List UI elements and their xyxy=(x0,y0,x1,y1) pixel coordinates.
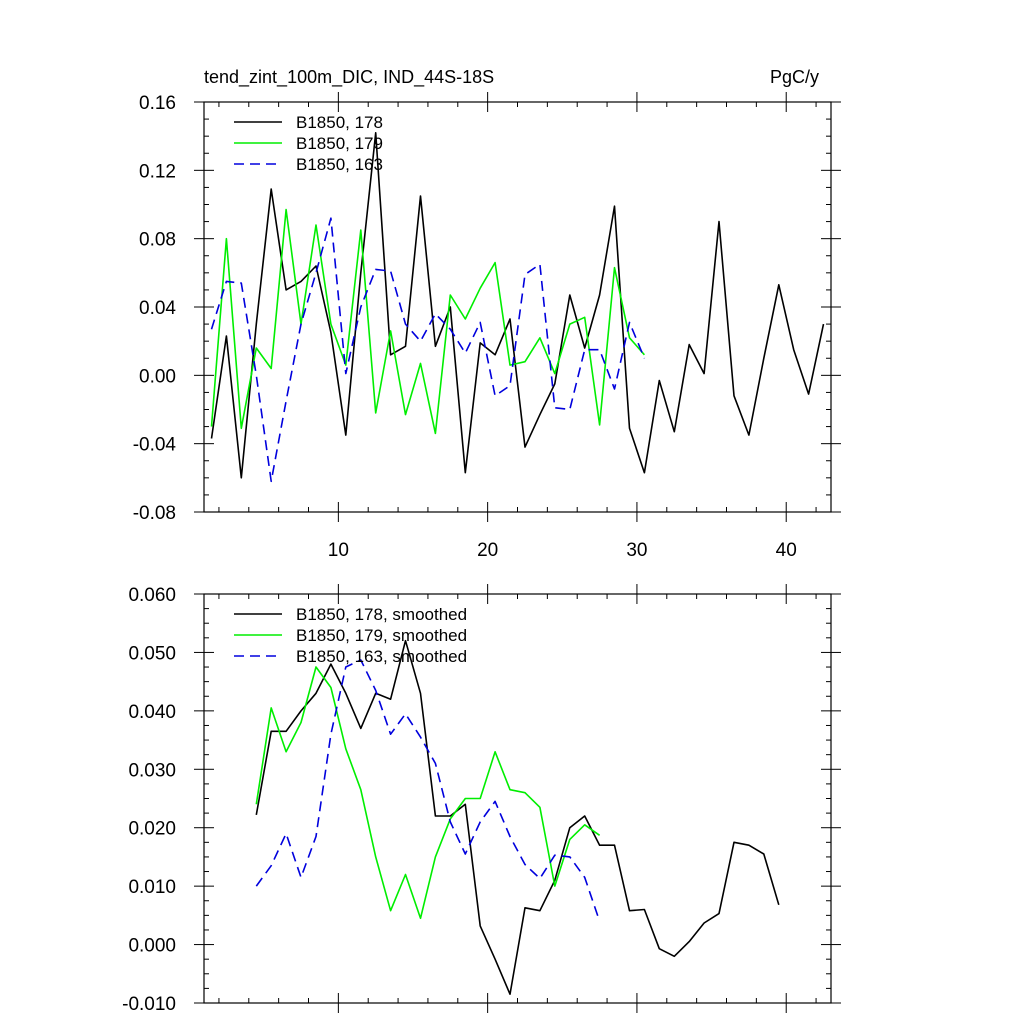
top-panel: 10 20 30 40 -0.08 -0.04 0.00 0.04 0.08 0.12 0.16 B1… xyxy=(133,92,841,561)
series-line-3 xyxy=(255,659,601,922)
series-line-1 xyxy=(210,132,825,479)
units-label: PgC/y xyxy=(770,67,819,87)
legend-label-3: B1850, 163, smoothed xyxy=(296,647,467,666)
y-tick-label: -0.08 xyxy=(133,503,176,524)
series-line-2 xyxy=(255,666,601,920)
y-tick-label: 0.010 xyxy=(128,877,176,898)
x-tick-label: 30 xyxy=(626,540,647,561)
x-tick-label: 10 xyxy=(328,540,349,561)
y-tick-label: 0.00 xyxy=(139,366,176,387)
y-tick-label: 0.000 xyxy=(128,936,176,957)
y-tick-label: 0.16 xyxy=(139,93,176,114)
series-line-2 xyxy=(210,208,646,435)
y-tick-label: 0.060 xyxy=(128,585,176,606)
bottom-panel: -0.010 0.000 0.010 0.020 0.030 0.040 0.050 0.06… xyxy=(122,584,841,1015)
y-tick-label: 0.08 xyxy=(139,230,176,251)
x-tick-label: 20 xyxy=(477,540,498,561)
legend-label-1: B1850, 178, smoothed xyxy=(296,605,467,624)
y-tick-label: 0.12 xyxy=(139,161,176,182)
legend-label-2: B1850, 179, smoothed xyxy=(296,626,467,645)
series-line-3 xyxy=(210,217,646,483)
x-tick-label: 40 xyxy=(776,540,797,561)
legend-label-2: B1850, 179 xyxy=(296,134,383,153)
y-tick-label: 0.020 xyxy=(128,819,176,840)
y-tick-label: 0.040 xyxy=(128,702,176,723)
y-tick-label: 0.030 xyxy=(128,760,176,781)
chart-title: tend_zint_100m_DIC, IND_44S-18S xyxy=(204,67,494,88)
legend-label-3: B1850, 163 xyxy=(296,155,383,174)
y-tick-label: -0.010 xyxy=(122,994,176,1015)
y-tick-label: 0.050 xyxy=(128,643,176,664)
legend-label-1: B1850, 178 xyxy=(296,113,383,132)
series-line-1 xyxy=(255,639,780,996)
y-tick-label: 0.04 xyxy=(139,298,176,319)
y-tick-label: -0.04 xyxy=(133,435,177,456)
